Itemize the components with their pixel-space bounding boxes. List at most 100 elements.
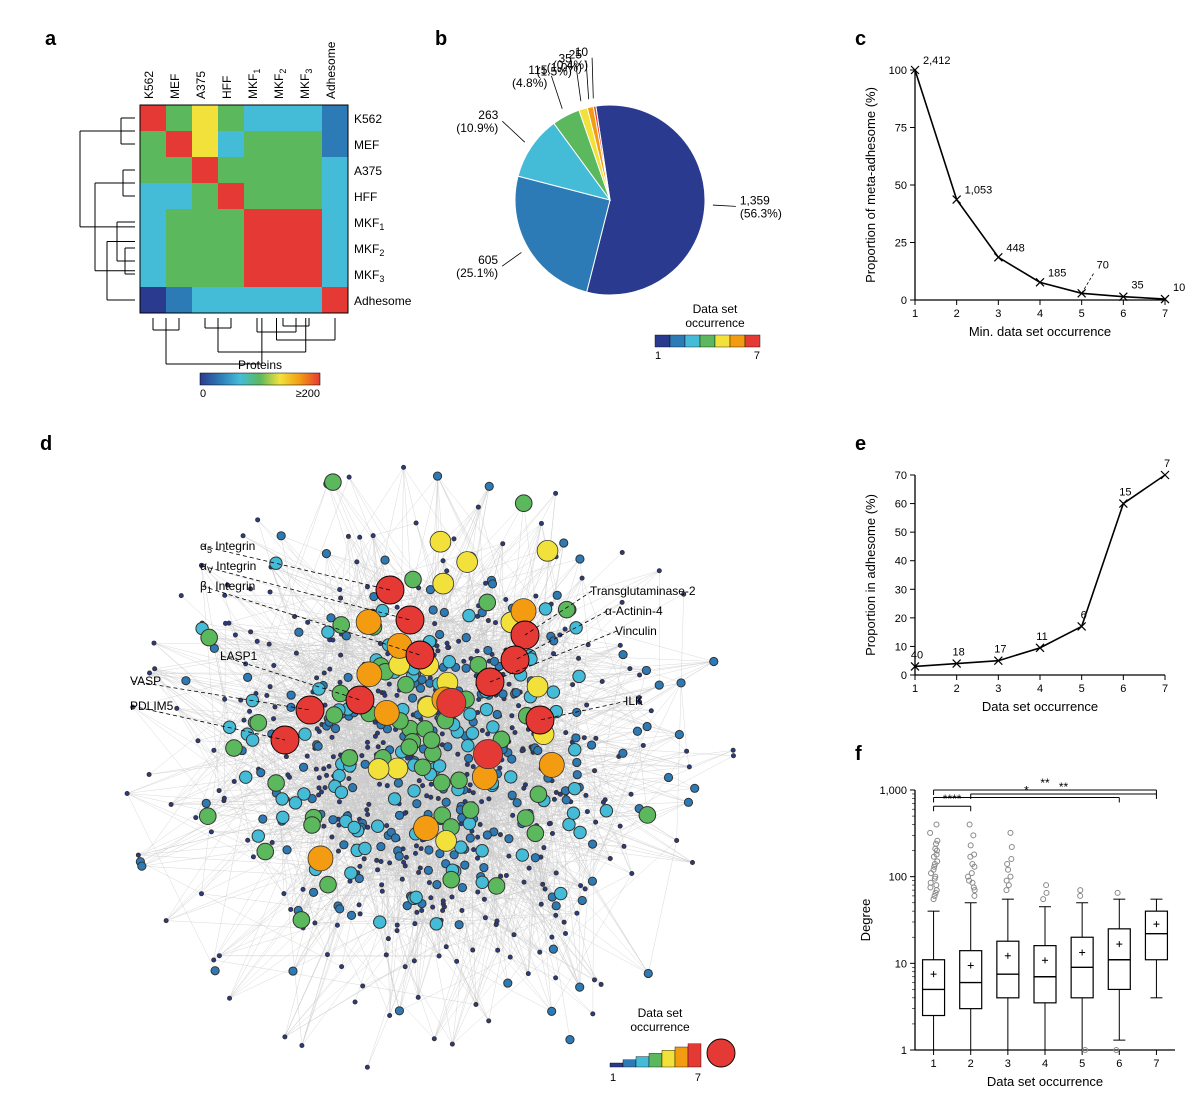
svg-text:PDLIM5: PDLIM5 [130, 699, 174, 713]
svg-text:a: a [45, 28, 57, 50]
svg-text:β1 Integrin: β1 Integrin [200, 579, 255, 595]
svg-text:Adhesome: Adhesome [324, 41, 338, 99]
svg-text:1,359: 1,359 [740, 193, 770, 207]
svg-text:1,000: 1,000 [879, 785, 907, 797]
svg-text:≥200: ≥200 [296, 388, 320, 400]
svg-text:30: 30 [895, 584, 907, 596]
svg-text:1: 1 [610, 1072, 616, 1084]
svg-text:100: 100 [889, 65, 907, 77]
svg-text:7: 7 [1153, 1058, 1159, 1070]
svg-text:50: 50 [895, 527, 907, 539]
svg-text:7: 7 [1164, 458, 1170, 470]
svg-text:MEF: MEF [354, 138, 379, 152]
svg-text:15: 15 [1119, 487, 1131, 499]
svg-text:5: 5 [1079, 308, 1085, 320]
svg-text:**: ** [1059, 780, 1069, 794]
svg-text:40: 40 [911, 649, 923, 661]
svg-text:3: 3 [995, 683, 1001, 695]
svg-text:LASP1: LASP1 [220, 649, 258, 663]
svg-text:605: 605 [478, 253, 498, 267]
svg-text:20: 20 [895, 613, 907, 625]
svg-text:occurrence: occurrence [685, 316, 745, 330]
svg-text:Transglutaminase-2: Transglutaminase-2 [590, 584, 696, 598]
svg-text:Data set occurrence: Data set occurrence [982, 699, 1098, 714]
svg-text:2: 2 [968, 1058, 974, 1070]
svg-text:HFF: HFF [220, 76, 234, 99]
svg-text:18: 18 [953, 647, 965, 659]
svg-text:10: 10 [895, 641, 907, 653]
svg-text:7: 7 [754, 350, 760, 362]
svg-text:7: 7 [1162, 308, 1168, 320]
svg-text:70: 70 [1097, 259, 1109, 271]
svg-text:b: b [435, 28, 447, 50]
svg-text:ILK: ILK [625, 694, 643, 708]
svg-text:Proteins: Proteins [238, 358, 282, 372]
svg-text:Data set: Data set [693, 302, 738, 316]
svg-text:1: 1 [901, 1045, 907, 1057]
svg-text:6: 6 [1081, 609, 1087, 621]
svg-text:50: 50 [895, 180, 907, 192]
svg-text:3: 3 [1005, 1058, 1011, 1070]
svg-text:4: 4 [1037, 683, 1043, 695]
svg-text:10: 10 [575, 45, 589, 59]
svg-text:1: 1 [912, 308, 918, 320]
svg-text:VASP: VASP [130, 674, 161, 688]
svg-text:Degree: Degree [858, 899, 873, 942]
svg-text:Proportion of meta-adhesome (%: Proportion of meta-adhesome (%) [863, 87, 878, 283]
svg-text:K562: K562 [142, 71, 156, 99]
svg-text:**: ** [1040, 776, 1050, 790]
svg-text:f: f [855, 743, 862, 765]
svg-text:(10.9%): (10.9%) [456, 121, 498, 135]
svg-text:5: 5 [1079, 683, 1085, 695]
svg-text:3: 3 [995, 308, 1001, 320]
svg-text:(56.3%): (56.3%) [740, 206, 782, 220]
svg-text:d: d [40, 433, 52, 455]
svg-text:2,412: 2,412 [923, 55, 951, 67]
svg-text:Vinculin: Vinculin [615, 624, 657, 638]
svg-text:4: 4 [1042, 1058, 1048, 1070]
svg-text:185: 185 [1048, 267, 1066, 279]
svg-text:25: 25 [895, 238, 907, 250]
svg-text:(0.4%): (0.4%) [553, 58, 588, 72]
svg-text:75: 75 [895, 123, 907, 135]
svg-text:MKF1: MKF1 [354, 216, 384, 232]
svg-text:10: 10 [895, 958, 907, 970]
svg-text:448: 448 [1006, 242, 1024, 254]
svg-text:αV Integrin: αV Integrin [200, 559, 256, 575]
svg-text:α5 Integrin: α5 Integrin [200, 539, 255, 555]
svg-text:MKF3: MKF3 [298, 69, 314, 99]
svg-text:Adhesome: Adhesome [354, 294, 412, 308]
svg-text:Data set occurrence: Data set occurrence [987, 1074, 1103, 1089]
svg-text:4: 4 [1037, 308, 1043, 320]
svg-text:e: e [855, 433, 866, 455]
svg-text:1: 1 [912, 683, 918, 695]
svg-text:K562: K562 [354, 112, 382, 126]
svg-text:Min. data set occurrence: Min. data set occurrence [969, 324, 1111, 339]
svg-text:MKF3: MKF3 [354, 268, 384, 284]
svg-text:6: 6 [1120, 683, 1126, 695]
svg-text:0: 0 [901, 670, 907, 682]
svg-text:7: 7 [1162, 683, 1168, 695]
svg-text:0: 0 [200, 388, 206, 400]
svg-text:0: 0 [901, 295, 907, 307]
figure-svg: a K562 MEF A375 HFF MKF1 MKF2 MKF3 Adhesome K562 M… [0, 0, 1200, 1116]
svg-text:1: 1 [655, 350, 661, 362]
svg-text:MKF2: MKF2 [354, 242, 384, 258]
svg-text:(25.1%): (25.1%) [456, 266, 498, 280]
svg-text:MEF: MEF [168, 74, 182, 99]
svg-text:A375: A375 [354, 164, 382, 178]
svg-text:1: 1 [931, 1058, 937, 1070]
svg-text:α-Actinin-4: α-Actinin-4 [605, 604, 663, 618]
svg-text:40: 40 [895, 556, 907, 568]
svg-text:occurrence: occurrence [630, 1020, 690, 1034]
svg-text:6: 6 [1116, 1058, 1122, 1070]
svg-text:Data set: Data set [638, 1006, 683, 1020]
svg-text:70: 70 [895, 470, 907, 482]
svg-text:35: 35 [1131, 280, 1143, 292]
svg-text:6: 6 [1120, 308, 1126, 320]
svg-text:5: 5 [1079, 1058, 1085, 1070]
svg-text:17: 17 [994, 644, 1006, 656]
svg-text:11: 11 [1036, 631, 1047, 643]
svg-text:HFF: HFF [354, 190, 377, 204]
svg-text:60: 60 [895, 499, 907, 511]
